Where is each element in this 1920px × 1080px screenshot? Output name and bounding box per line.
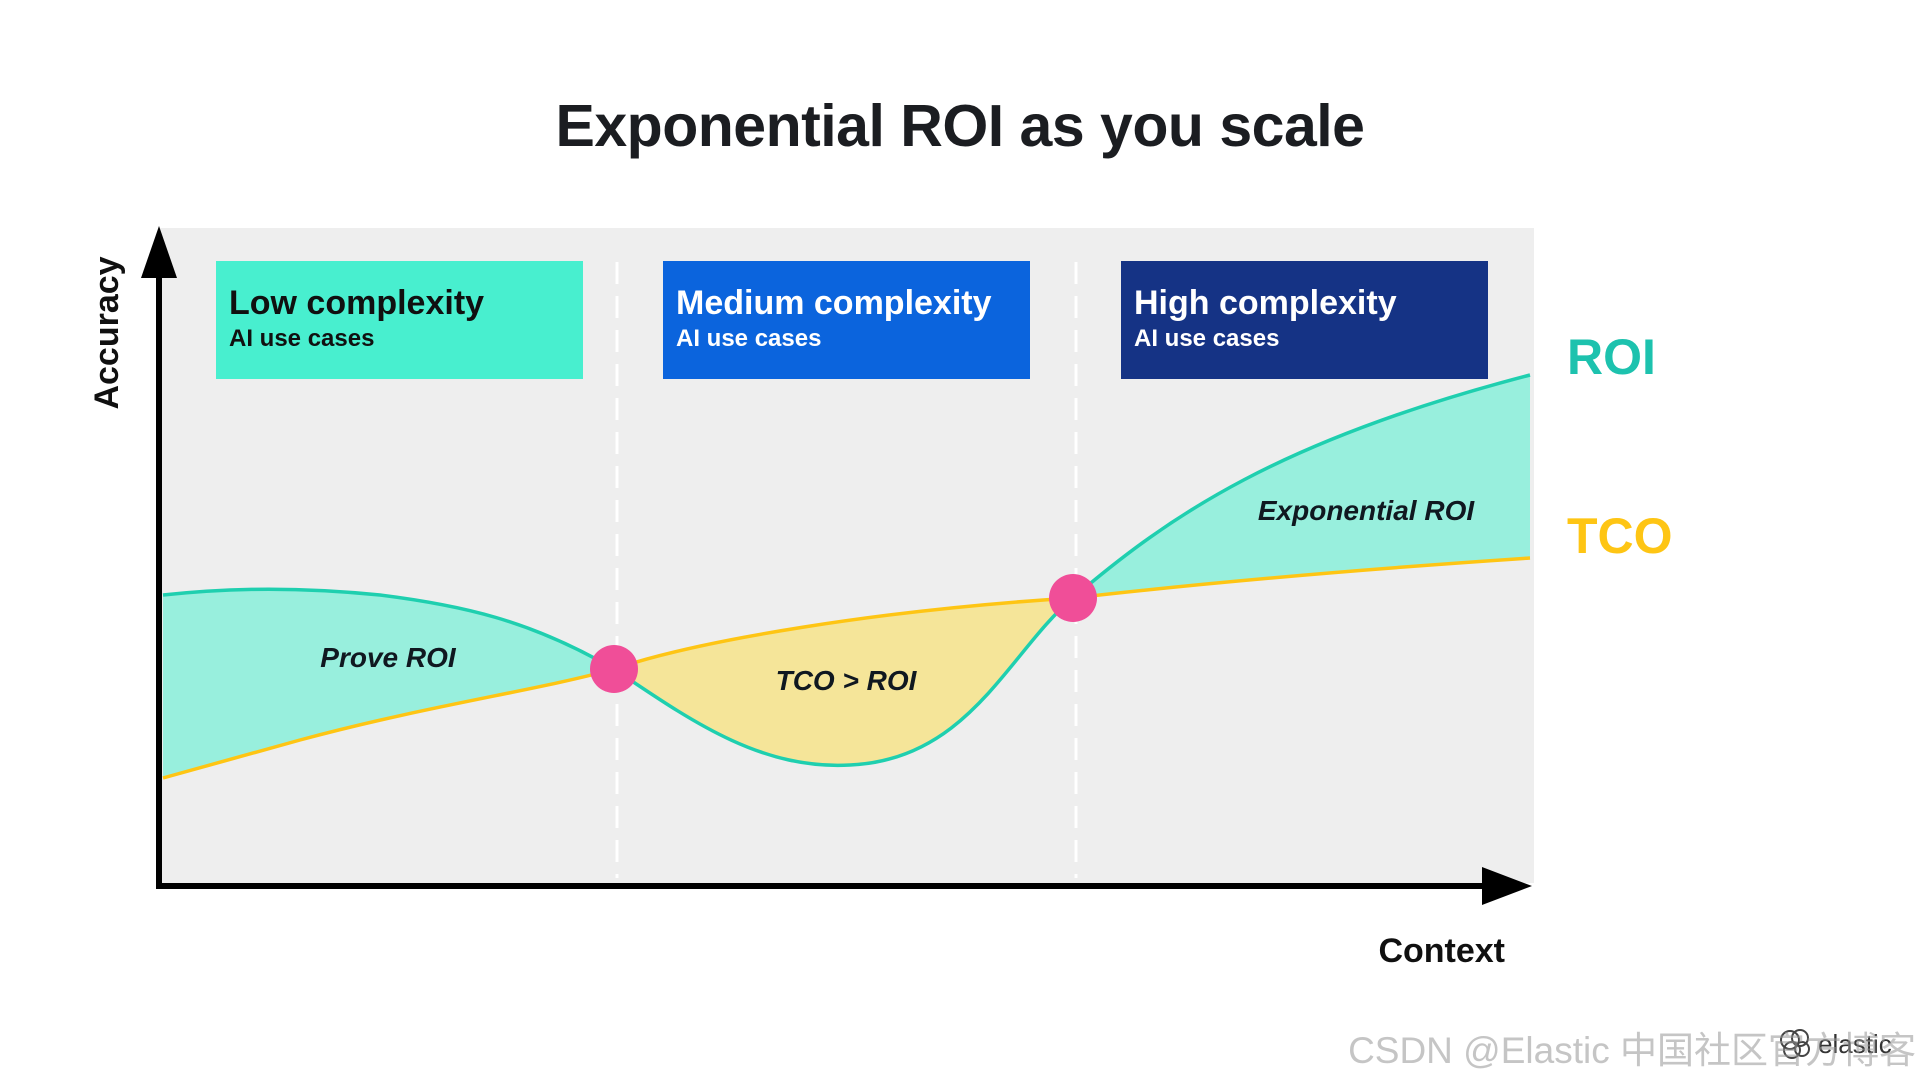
box-high-complexity: High complexity AI use cases	[1121, 261, 1488, 379]
elastic-logo: elastic	[1778, 1024, 1908, 1064]
region-label-prove-roi: Prove ROI	[320, 642, 457, 673]
region-label-exponential-roi: Exponential ROI	[1258, 495, 1475, 526]
x-axis-label: Context	[1378, 932, 1505, 970]
page-title: Exponential ROI as you scale	[555, 93, 1365, 159]
legend-roi-label: ROI	[1567, 329, 1656, 385]
crossing-point	[590, 645, 638, 693]
region-prove-roi-area	[163, 589, 614, 778]
y-axis-label: Accuracy	[88, 256, 126, 409]
box-subtitle: AI use cases	[1134, 325, 1279, 352]
legend-tco-label: TCO	[1567, 508, 1673, 564]
box-title: Medium complexity	[676, 284, 992, 322]
box-title: Low complexity	[229, 284, 484, 322]
box-subtitle: AI use cases	[229, 325, 374, 352]
watermark-text: CSDN @Elastic 中国社区官方博客	[1348, 1030, 1916, 1071]
roi-line	[162, 373, 1531, 768]
box-low-complexity: Low complexity AI use cases	[216, 261, 583, 379]
region-label-tco-over-roi: TCO > ROI	[776, 665, 918, 696]
elastic-logo-icon	[1780, 1029, 1810, 1059]
box-subtitle: AI use cases	[676, 325, 821, 352]
region-tco-over-roi-area	[614, 598, 1073, 766]
region-exponential-roi-area	[1073, 375, 1530, 598]
box-medium-complexity: Medium complexity AI use cases	[663, 261, 1030, 379]
tco-line	[162, 556, 1531, 780]
box-title: High complexity	[1134, 284, 1397, 322]
elastic-logo-text: elastic	[1818, 1028, 1892, 1059]
crossing-point	[1049, 574, 1097, 622]
y-axis-arrow	[141, 226, 177, 278]
x-axis-arrow	[1482, 867, 1532, 905]
